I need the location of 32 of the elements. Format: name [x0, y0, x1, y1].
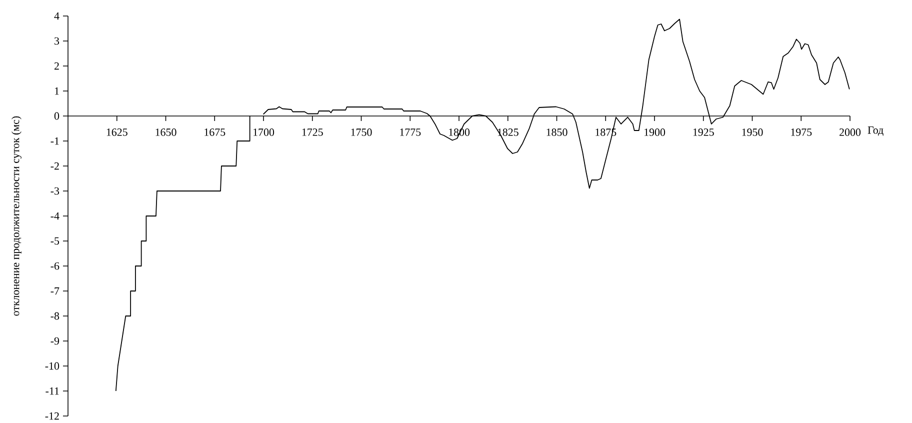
x-tick-label: 1950 — [742, 128, 763, 136]
x-tick-label: 1850 — [546, 128, 568, 136]
x-tick-label: 1750 — [351, 128, 372, 136]
y-tick-label: -12 — [45, 412, 59, 420]
x-axis-title: Год — [868, 126, 884, 136]
y-tick-label: 4 — [54, 12, 60, 20]
y-tick-label: -7 — [50, 287, 60, 295]
y-axis-title: отклонение продолжительности суток (мс) — [12, 116, 22, 316]
y-tick-label: 0 — [54, 112, 60, 120]
y-tick-label: -1 — [50, 137, 59, 145]
x-tick-label: 1650 — [156, 128, 176, 136]
y-tick-label: -5 — [50, 237, 60, 245]
y-tick-label: 2 — [54, 62, 59, 70]
x-tick-label: 1675 — [204, 128, 226, 136]
y-tick-label: -10 — [45, 362, 60, 370]
y-tick-label: -3 — [50, 187, 60, 195]
x-tick-label: 1700 — [254, 128, 274, 136]
y-tick-label: -11 — [46, 387, 59, 395]
y-tick-label: -2 — [50, 162, 59, 170]
x-tick-label: 1900 — [644, 128, 666, 136]
x-tick-label: 1725 — [302, 128, 323, 136]
x-tick-label: 1975 — [791, 128, 812, 136]
y-tick-label: -6 — [50, 262, 60, 270]
x-tick-label: 1775 — [400, 128, 421, 136]
x-tick-label: 2000 — [840, 128, 861, 136]
y-tick-label: -9 — [50, 337, 60, 345]
y-tick-label: 1 — [54, 87, 59, 95]
x-tick-label: 1625 — [106, 128, 128, 136]
y-tick-label: -8 — [50, 312, 60, 320]
y-tick-label: -4 — [50, 212, 60, 220]
x-tick-label: 1925 — [693, 128, 714, 136]
y-tick-label: 3 — [54, 37, 60, 45]
